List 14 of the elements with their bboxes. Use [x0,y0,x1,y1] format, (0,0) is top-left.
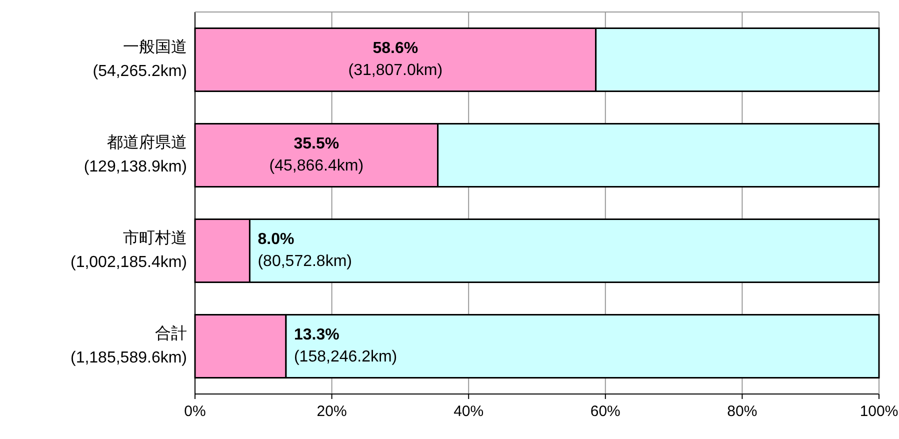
data-label: 58.6% (31,807.0km) [348,40,443,79]
y-tick-label: 都道府県道 (129,138.9km) [84,133,187,176]
y-tick-label: 市町村道 (1,002,185.4km) [70,228,187,271]
x-tick-label: 100% [860,403,898,420]
data-label: 13.3% (158,246.2km) [294,326,398,366]
x-tick-label: 60% [590,403,620,420]
x-tick-label: 0% [184,403,206,420]
x-tick-label: 80% [727,403,758,420]
x-tick-label: 40% [454,403,484,420]
data-label: 35.5% (45,866.4km) [269,135,364,174]
data-label: 8.0% (80,572.8km) [258,230,352,270]
y-tick-label: 一般国道 (54,265.2km) [92,38,187,80]
y-tick-label: 合計 (1,185,589.6km) [70,324,187,366]
x-tick-label: 20% [316,403,347,420]
